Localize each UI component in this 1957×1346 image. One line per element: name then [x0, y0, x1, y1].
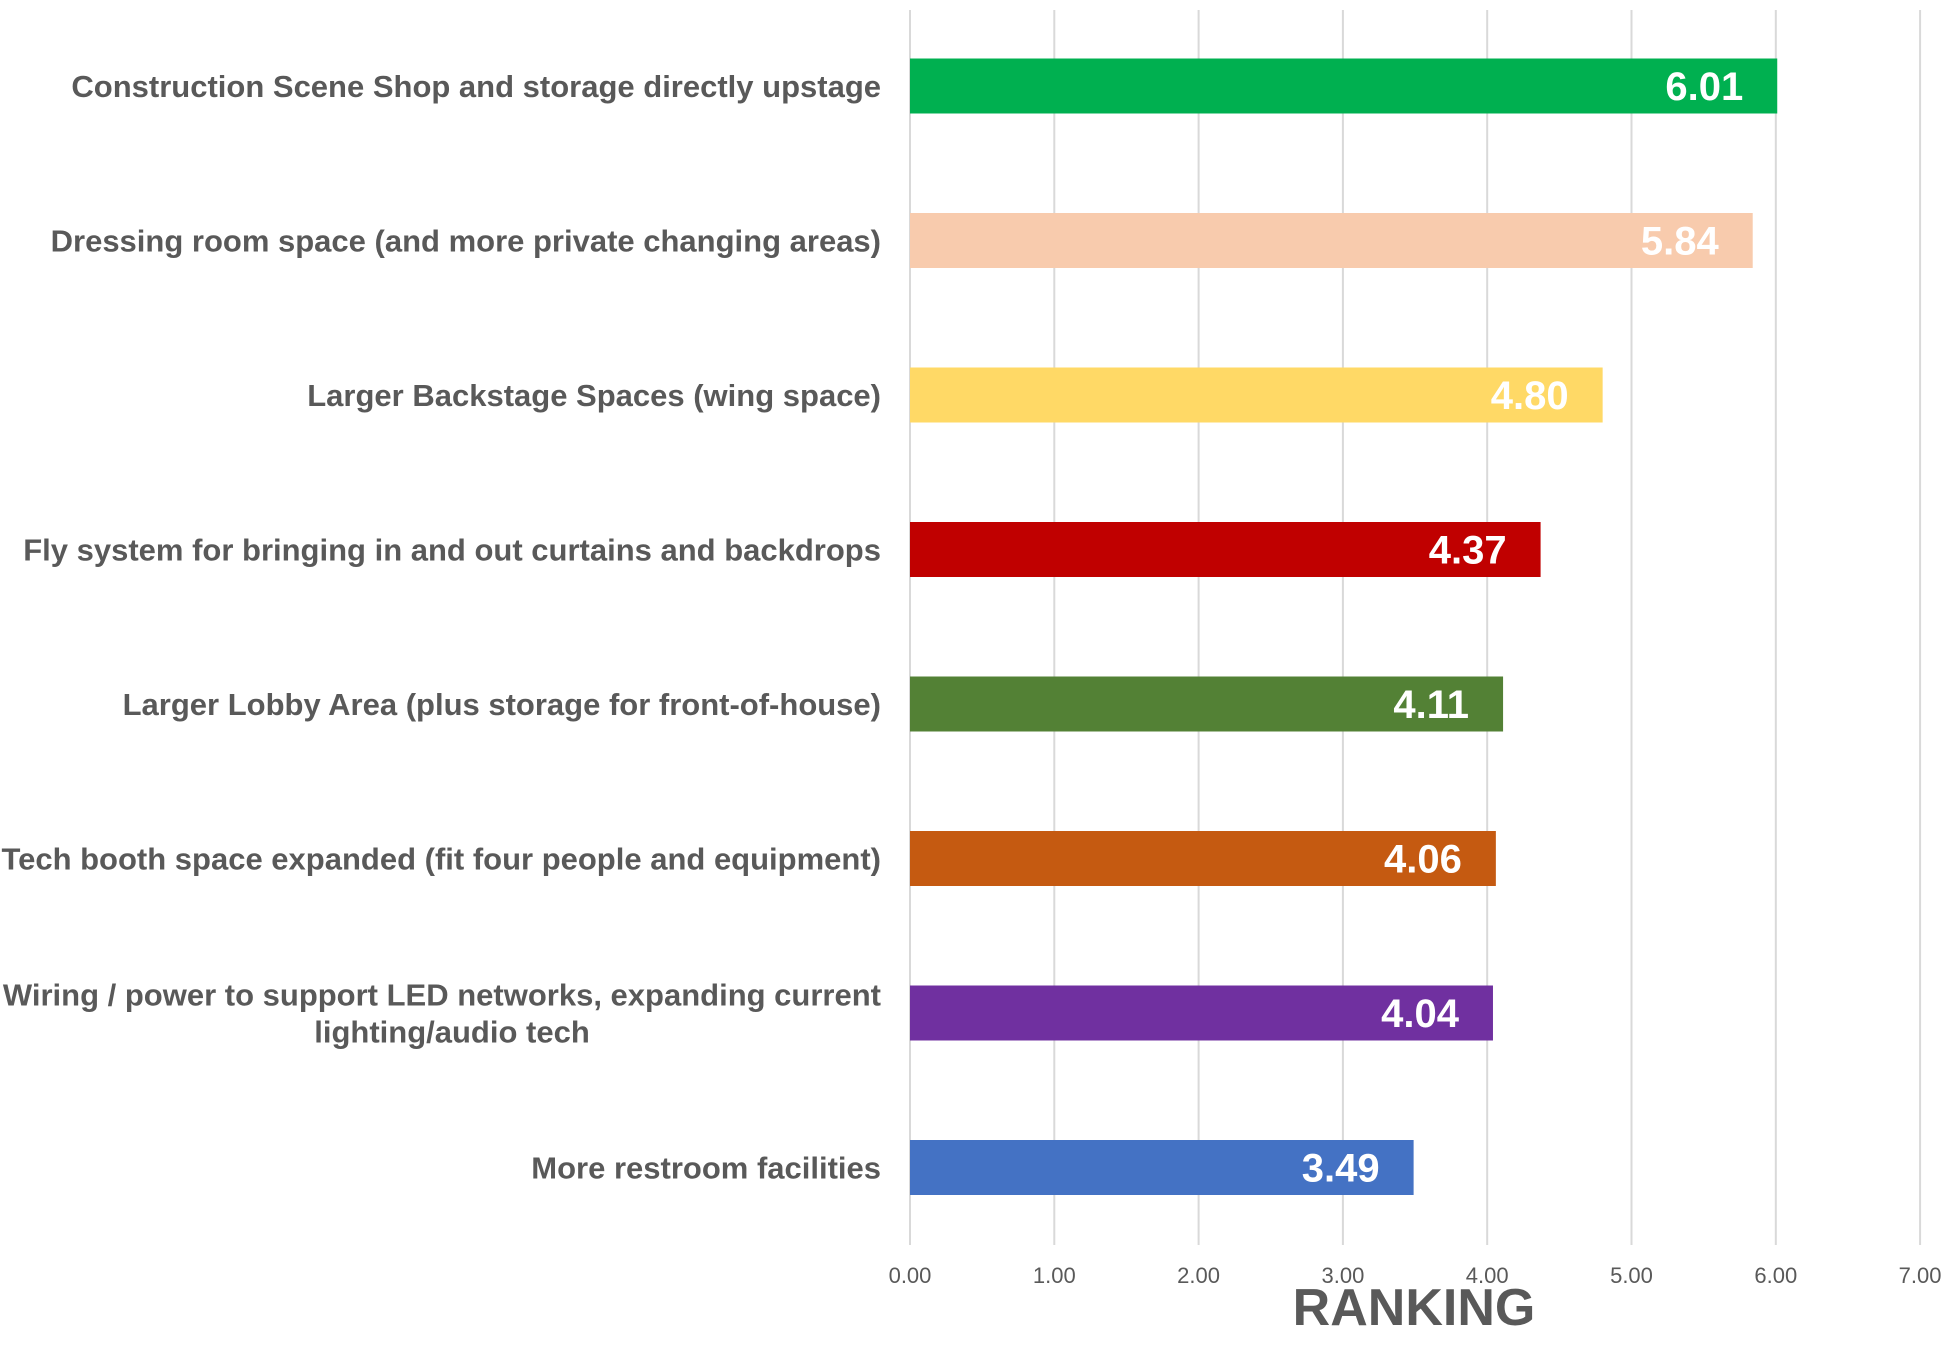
x-tick-label: 2.00 [1177, 1263, 1220, 1288]
bar-value-label: 4.11 [1393, 683, 1469, 727]
bar [910, 213, 1753, 268]
category-label: Wiring / power to support LED networks, … [3, 978, 881, 1013]
bar [910, 58, 1778, 114]
x-tick-label: 7.00 [1899, 1263, 1942, 1288]
bar [910, 831, 1496, 886]
category-label: More restroom facilities [531, 1151, 881, 1186]
bar-value-label: 4.04 [1381, 992, 1460, 1036]
x-tick-label: 0.00 [889, 1263, 932, 1288]
bar-value-label: 3.49 [1302, 1147, 1380, 1191]
bar-value-label: 5.84 [1641, 220, 1720, 264]
bar [910, 522, 1541, 577]
gridlines [909, 10, 1922, 1245]
bar [910, 985, 1493, 1041]
x-tick-label: 4.00 [1466, 1263, 1509, 1288]
category-label: Larger Lobby Area (plus storage for fron… [123, 687, 881, 722]
category-label: Construction Scene Shop and storage dire… [71, 69, 881, 104]
x-axis-ticks: 0.00 1.00 2.00 3.00 4.00 5.00 6.00 7.00 [889, 1263, 1942, 1288]
bar-value-label: 4.80 [1491, 374, 1569, 418]
bar [910, 676, 1504, 732]
category-label: lighting/audio tech [314, 1015, 590, 1050]
x-tick-label: 1.00 [1033, 1263, 1076, 1288]
category-label: Fly system for bringing in and out curta… [23, 533, 881, 568]
category-label: Larger Backstage Spaces (wing space) [307, 378, 881, 413]
bar-value-label: 4.37 [1429, 529, 1507, 573]
x-tick-label: 5.00 [1610, 1263, 1653, 1288]
category-label: Tech booth space expanded (fit four peop… [1, 842, 881, 877]
bar-value-label: 4.06 [1384, 838, 1462, 882]
x-axis-title: RANKING [1293, 1279, 1536, 1337]
bar [910, 367, 1603, 423]
bars: 6.01 5.84 4.80 4.37 4.11 4.06 4.04 3.49 [910, 58, 1778, 1195]
x-tick-label: 3.00 [1321, 1263, 1364, 1288]
bar-value-label: 6.01 [1665, 65, 1743, 109]
x-tick-label: 6.00 [1754, 1263, 1797, 1288]
bar [910, 1140, 1414, 1195]
category-labels: Construction Scene Shop and storage dire… [1, 69, 881, 1186]
category-label: Dressing room space (and more private ch… [51, 224, 881, 259]
